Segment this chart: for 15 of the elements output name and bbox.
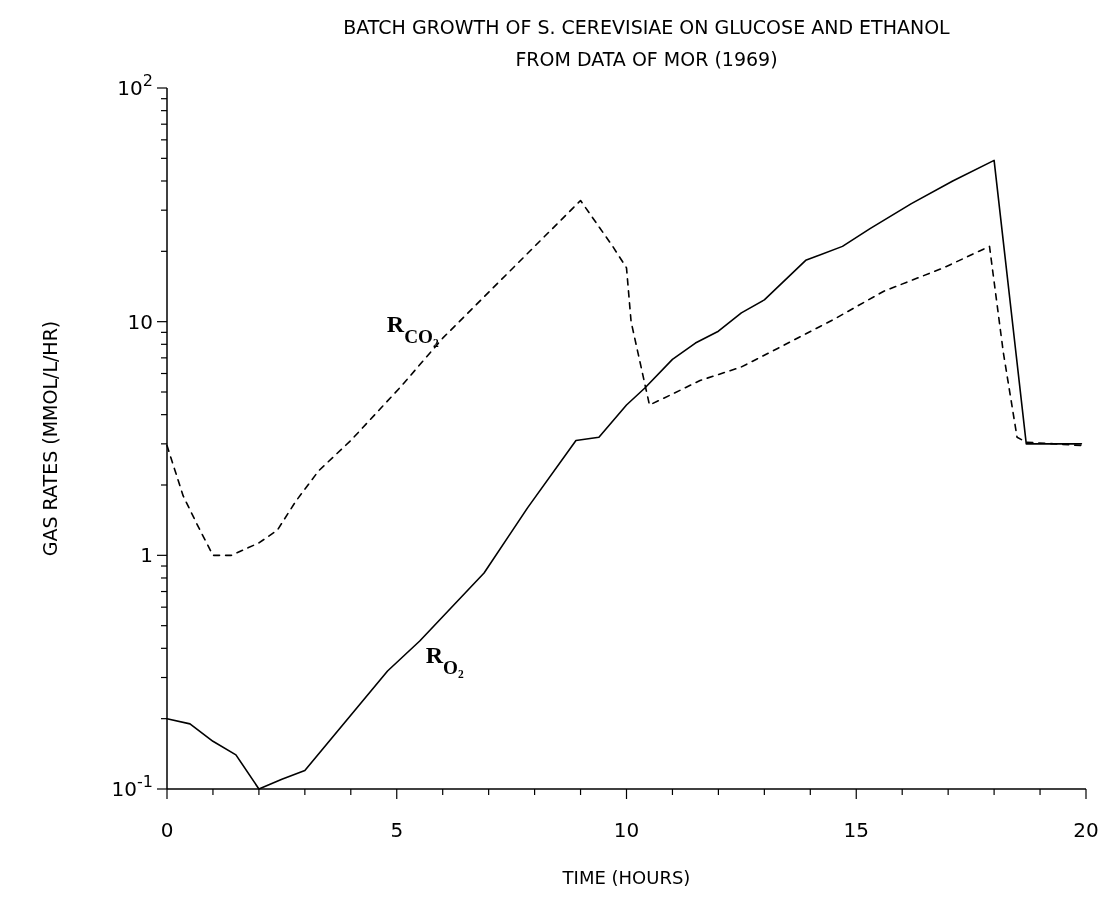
x-tick-label: 10 — [613, 818, 640, 842]
x-tick-label: 20 — [1073, 818, 1099, 842]
series-label: R$_{O₂}$ — [425, 641, 464, 678]
chart-title: BATCH GROWTH OF S. CEREVISIAE ON GLUCOSE AND ETHANOL — [343, 16, 951, 38]
y-tick-label: 10 — [127, 309, 153, 334]
x-tick-label: 0 — [160, 818, 174, 842]
series-label: R$_{CO₂}$ — [386, 311, 439, 347]
y-tick-label: 10$^{-1}$ — [111, 771, 153, 801]
y-tick-label: 10$^{2}$ — [117, 70, 153, 100]
chart-subtitle: FROM DATA OF MOR (1969) — [515, 48, 778, 70]
x-tick-label: 15 — [843, 818, 869, 842]
x-axis-title: TIME (HOURS) — [561, 867, 691, 888]
x-tick-label: 5 — [390, 818, 404, 842]
y-axis-title: GAS RATES (MMOL/L/HR) — [39, 320, 61, 557]
y-tick-label: 1 — [140, 543, 153, 568]
